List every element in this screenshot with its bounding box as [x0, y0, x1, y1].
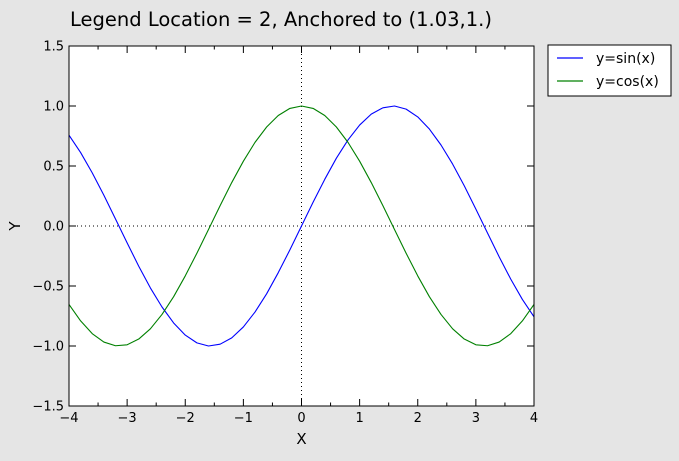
y-axis-label: Y — [6, 221, 24, 232]
chart-title: Legend Location = 2, Anchored to (1.03,1… — [70, 8, 492, 31]
y-tick-label: 0.5 — [43, 160, 64, 175]
legend-label: y=sin(x) — [596, 51, 655, 67]
axes-frame — [68, 45, 535, 407]
y-tick-label: −1.0 — [32, 340, 64, 355]
y-tick-label: −0.5 — [32, 280, 64, 295]
legend-label: y=cos(x) — [596, 74, 659, 90]
y-tick-label: −1.5 — [32, 400, 64, 415]
series-line-sin — [68, 105, 535, 347]
ticks: −4 −3 −2 −1 0 1 2 3 4 −1.5 −1.0 −0.5 0.0 0.5 1.0 1.5 — [32, 40, 538, 427]
x-tick-label: 0 — [297, 411, 305, 426]
x-tick-label: 4 — [530, 411, 538, 426]
legend: y=sin(x) y=cos(x) — [547, 44, 672, 97]
x-tick-label: −4 — [59, 411, 78, 426]
x-tick-label: −1 — [234, 411, 253, 426]
x-tick-label: 1 — [355, 411, 363, 426]
series-group — [68, 105, 535, 347]
legend-entries: y=sin(x) y=cos(x) — [557, 51, 659, 90]
x-tick-label: −3 — [118, 411, 137, 426]
y-tick-label: 1.0 — [43, 100, 64, 115]
x-tick-label: 2 — [414, 411, 422, 426]
legend-frame — [547, 44, 672, 97]
y-tick-label: 0.0 — [43, 220, 64, 235]
series-line-cos — [68, 105, 535, 347]
x-tick-label: 3 — [472, 411, 480, 426]
x-tick-label: −2 — [176, 411, 195, 426]
y-tick-label: 1.5 — [43, 40, 64, 55]
x-axis-label: X — [296, 430, 306, 448]
